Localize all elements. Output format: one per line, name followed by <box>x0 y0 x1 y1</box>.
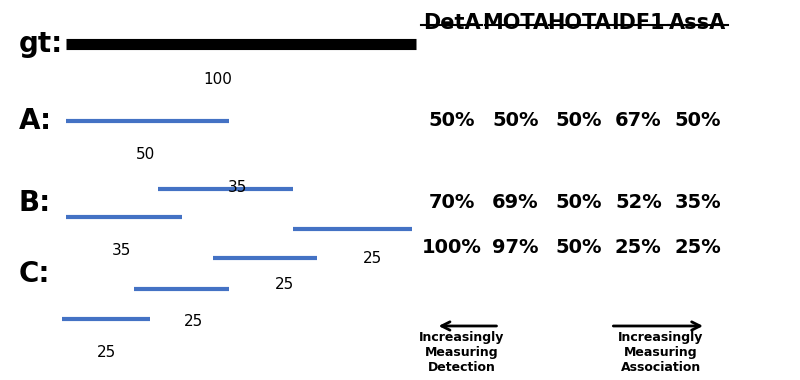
Text: HOTA: HOTA <box>547 13 610 33</box>
Text: C:: C: <box>18 260 50 288</box>
Text: 50%: 50% <box>555 111 602 130</box>
Text: 25%: 25% <box>674 238 722 257</box>
Text: gt:: gt: <box>18 30 63 59</box>
Text: 52%: 52% <box>615 193 662 212</box>
Text: 50%: 50% <box>555 238 602 257</box>
Text: 25: 25 <box>184 314 203 329</box>
Text: A:: A: <box>18 107 52 135</box>
Text: 100: 100 <box>203 72 232 87</box>
Text: 25: 25 <box>362 251 382 266</box>
Text: 50%: 50% <box>492 111 538 130</box>
Text: 50%: 50% <box>428 111 475 130</box>
Text: 70%: 70% <box>429 193 475 212</box>
Text: 35%: 35% <box>674 193 722 212</box>
Text: 50%: 50% <box>674 111 721 130</box>
Text: MOTA: MOTA <box>482 13 549 33</box>
Text: B:: B: <box>18 188 51 217</box>
Text: 100%: 100% <box>422 238 482 257</box>
Text: DetA: DetA <box>423 13 481 33</box>
Text: 25: 25 <box>275 277 294 292</box>
Text: 50: 50 <box>136 147 155 162</box>
Text: Increasingly
Measuring
Detection: Increasingly Measuring Detection <box>419 331 505 374</box>
Text: 50%: 50% <box>555 193 602 212</box>
Text: 25%: 25% <box>615 238 662 257</box>
Text: 67%: 67% <box>615 111 662 130</box>
Text: AssA: AssA <box>670 13 726 33</box>
Text: 69%: 69% <box>492 193 538 212</box>
Text: 35: 35 <box>112 242 132 258</box>
Text: 25: 25 <box>97 345 116 360</box>
Text: IDF1: IDF1 <box>611 13 665 33</box>
Text: 35: 35 <box>227 180 247 195</box>
Text: 97%: 97% <box>492 238 538 257</box>
Text: Increasingly
Measuring
Association: Increasingly Measuring Association <box>618 331 703 374</box>
